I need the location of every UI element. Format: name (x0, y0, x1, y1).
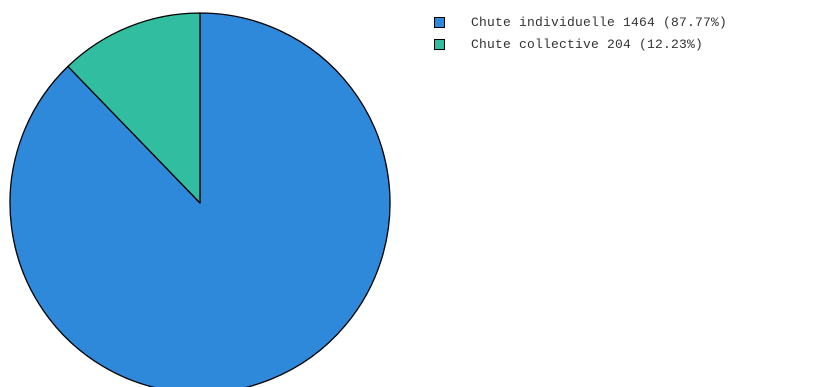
legend-swatch-chute-individuelle (434, 16, 445, 28)
legend-item-chute-individuelle: Chute individuelle 1464 (87.77%) (434, 11, 727, 33)
pie-slice-chute-collective (67, 12, 201, 204)
legend-swatch-chute-collective (434, 38, 445, 50)
pie-chart (9, 12, 391, 387)
legend: Chute individuelle 1464 (87.77%) Chute c… (434, 11, 727, 55)
legend-label-chute-collective: Chute collective 204 (12.23%) (471, 36, 704, 52)
legend-label-chute-individuelle: Chute individuelle 1464 (87.77%) (471, 14, 728, 30)
legend-item-chute-collective: Chute collective 204 (12.23%) (434, 33, 727, 55)
